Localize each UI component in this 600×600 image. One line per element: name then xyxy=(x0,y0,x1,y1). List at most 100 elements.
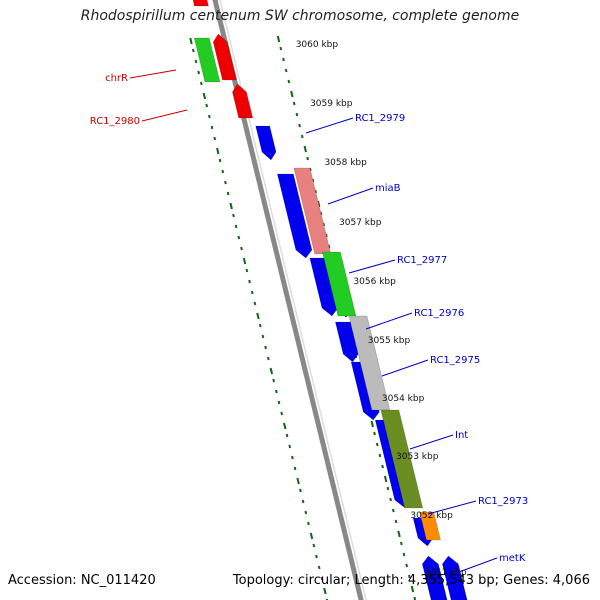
scale-label: 3056 kbp xyxy=(353,277,396,287)
gene-block[interactable] xyxy=(276,173,313,259)
scale-tick xyxy=(232,213,235,218)
scale-tick xyxy=(290,90,294,98)
scale-tick xyxy=(226,191,230,196)
scale-tick xyxy=(301,499,305,504)
gene-label-chrR[interactable]: chrR xyxy=(105,73,128,84)
scale-tick xyxy=(197,70,200,75)
scale-label: 3058 kbp xyxy=(324,158,367,168)
gene-block-RC1_2979[interactable] xyxy=(255,125,277,161)
scale-label: 3051 kbp xyxy=(424,568,467,578)
scale-tick xyxy=(250,290,254,295)
label-leader-line xyxy=(409,434,454,450)
scale-tick xyxy=(315,554,318,559)
scale-tick xyxy=(210,125,214,130)
scale-tick xyxy=(191,48,195,53)
scale-tick xyxy=(314,189,317,194)
scale-tick xyxy=(229,202,233,210)
gene-label-Int[interactable]: Int xyxy=(455,430,468,441)
scale-tick xyxy=(389,497,392,502)
scale-tick xyxy=(386,486,390,491)
scale-tick xyxy=(285,433,289,438)
label-leader-line xyxy=(129,69,177,79)
scale-tick xyxy=(307,521,310,526)
scale-tick xyxy=(194,59,198,64)
scale-tick xyxy=(394,519,398,524)
gene-block[interactable] xyxy=(335,321,359,363)
gene-label-miaB[interactable]: miaB xyxy=(375,183,401,194)
label-leader-line xyxy=(141,109,188,122)
gene-label-RC1_2973[interactable]: RC1_2973 xyxy=(478,496,528,507)
scale-label: 3055 kbp xyxy=(368,336,411,346)
scale-tick xyxy=(323,587,327,595)
gene-block[interactable] xyxy=(309,257,339,317)
scale-tick xyxy=(303,145,307,153)
scale-tick xyxy=(402,552,406,557)
label-leader-line xyxy=(427,500,477,515)
scale-tick xyxy=(279,46,283,51)
gene-label-RC1_2979[interactable]: RC1_2979 xyxy=(355,113,405,124)
gene-block-Int[interactable] xyxy=(380,409,424,509)
label-leader-line xyxy=(447,557,498,577)
gene-block-metK[interactable] xyxy=(442,555,469,600)
scale-tick xyxy=(253,301,257,306)
scale-tick xyxy=(320,576,324,581)
scale-tick xyxy=(280,411,284,416)
scale-tick xyxy=(284,68,288,73)
scale-tick xyxy=(300,134,304,139)
label-leader-line xyxy=(305,117,354,134)
gene-block[interactable] xyxy=(212,33,237,81)
scale-tick xyxy=(381,464,384,469)
gene-label-metK[interactable]: metK xyxy=(499,553,526,564)
gene-block[interactable] xyxy=(422,555,449,600)
scale-tick xyxy=(202,92,207,100)
scale-tick xyxy=(242,257,247,265)
scale-tick xyxy=(291,455,294,460)
scale-tick xyxy=(221,169,225,174)
scale-label: 3059 kbp xyxy=(310,99,353,109)
scale-tick xyxy=(309,532,314,540)
scale-tick xyxy=(293,466,297,471)
scale-tick xyxy=(375,442,379,447)
scale-label: 3052 kbp xyxy=(410,511,453,521)
scale-tick xyxy=(224,180,227,185)
gene-block-RC1_2973[interactable] xyxy=(419,511,441,541)
scale-tick xyxy=(288,444,292,449)
scale-tick xyxy=(400,541,403,546)
scale-tick xyxy=(410,585,415,593)
scale-tick xyxy=(312,543,316,548)
gene-label-RC1_2977[interactable]: RC1_2977 xyxy=(397,255,447,266)
gene-block-chrR[interactable] xyxy=(193,37,221,83)
scale-tick xyxy=(199,81,203,86)
gene-block[interactable] xyxy=(192,0,209,7)
scale-tick xyxy=(261,334,265,339)
scale-tick xyxy=(189,37,193,45)
gene-label-RC1_2976[interactable]: RC1_2976 xyxy=(414,308,464,319)
scale-tick xyxy=(317,565,321,570)
scale-tick xyxy=(405,563,409,568)
scale-tick xyxy=(213,136,217,141)
scale-tick xyxy=(287,79,291,84)
scale-label: 3057 kbp xyxy=(339,218,382,228)
scale-tick xyxy=(208,114,211,119)
accession-text: Accession: NC_011420 xyxy=(8,573,156,588)
scale-tick xyxy=(299,488,302,493)
scale-tick xyxy=(370,420,374,428)
scale-tick xyxy=(240,246,243,251)
scale-tick xyxy=(266,356,270,361)
scale-tick xyxy=(304,510,308,515)
scale-tick xyxy=(282,57,285,62)
gene-label-RC1_2975[interactable]: RC1_2975 xyxy=(430,355,480,366)
scale-tick xyxy=(256,312,260,320)
scale-tick xyxy=(292,101,296,106)
gene-label-RC1_2980[interactable]: RC1_2980 xyxy=(90,116,140,127)
scale-tick xyxy=(283,422,287,430)
map-title: Rhodospirillum centenum SW chromosome, c… xyxy=(80,8,520,24)
scale-tick xyxy=(306,156,309,161)
label-leader-line xyxy=(348,259,396,274)
gene-block-RC1_2980[interactable] xyxy=(232,83,254,119)
scale-tick xyxy=(408,574,411,579)
genome-stats-text: Topology: circular; Length: 4,355,543 bp… xyxy=(232,573,590,588)
scale-tick xyxy=(274,389,278,394)
scale-tick xyxy=(391,508,395,513)
